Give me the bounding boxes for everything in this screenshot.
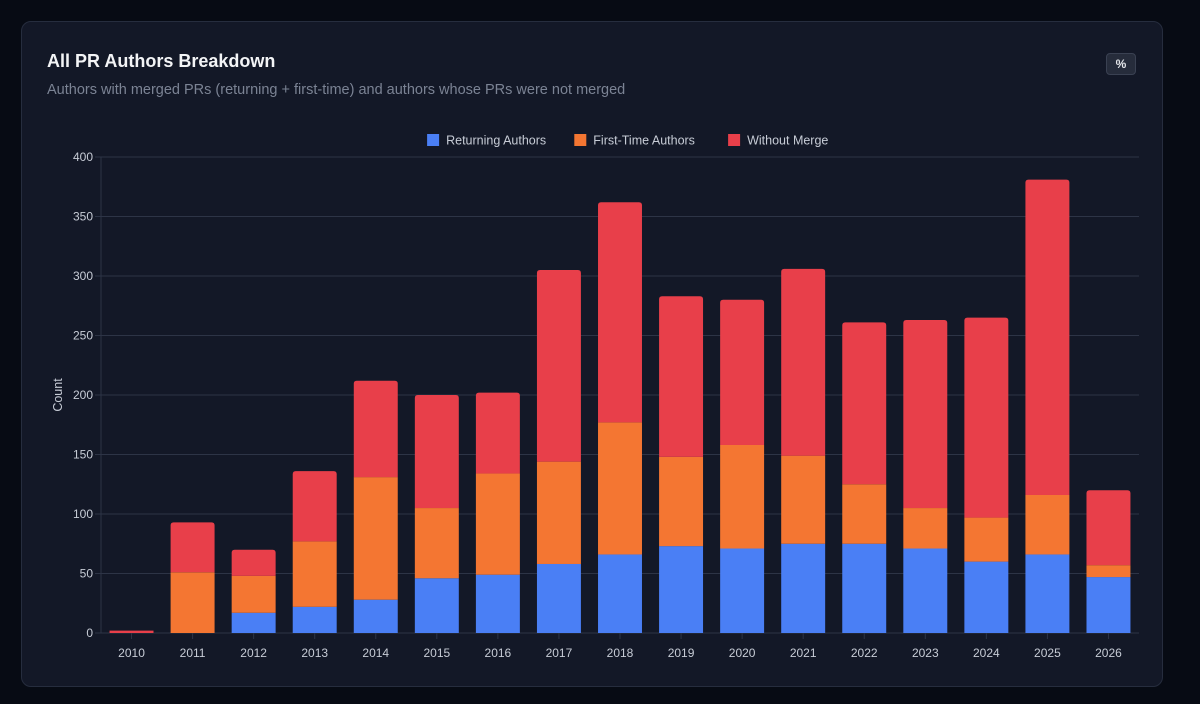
y-tick-label: 50 [80,567,94,581]
x-tick-label: 2022 [851,646,878,660]
bar-segment-first-time-authors-2024 [964,517,1009,562]
bar-segment-returning-authors-2018 [598,554,642,633]
bar-segment-without-merge-2025 [1025,179,1070,495]
legend-label-without-merge: Without Merge [747,134,828,148]
bar-segment-returning-authors-2016 [475,574,520,633]
bar-segment-first-time-authors-2013 [292,541,337,607]
x-tick-label: 2017 [546,646,573,660]
bar-segment-returning-authors-2020 [720,548,765,633]
bar-segment-first-time-authors-2016 [475,473,520,575]
bar-segment-without-merge-2026 [1086,490,1131,566]
legend-swatch-first-time-authors [574,134,587,146]
chart-subtitle: Authors with merged PRs (returning + fir… [47,82,626,98]
bar-segment-without-merge-2017 [536,270,581,462]
bar-segment-without-merge-2024 [964,317,1009,518]
bar-segment-without-merge-2020 [720,299,765,445]
bar-segment-without-merge-2015 [414,395,459,509]
y-tick-label: 350 [73,210,93,224]
bar-segment-without-merge-2023 [903,320,948,509]
y-tick-label: 100 [73,507,93,521]
bar-segment-without-merge-2022 [842,322,887,485]
bar-segment-without-merge-2013 [292,471,337,542]
bar-segment-without-merge-2018 [598,202,642,423]
bar-segment-returning-authors-2022 [842,543,887,633]
x-tick-label: 2014 [362,646,389,660]
legend-swatch-without-merge [728,134,741,146]
x-tick-label: 2018 [607,646,634,660]
bar-segment-first-time-authors-2014 [353,477,398,600]
x-tick-label: 2019 [668,646,695,660]
y-tick-label: 200 [73,388,93,402]
x-tick-label: 2011 [180,646,206,660]
bar-segment-without-merge-2010 [109,630,154,633]
legend-label-returning-authors: Returning Authors [446,134,546,148]
chart-title: All PR Authors Breakdown [47,51,276,71]
bar-segment-returning-authors-2019 [659,546,704,633]
x-tick-label: 2016 [485,646,512,660]
bar-segment-without-merge-2021 [781,268,826,456]
bar-segment-first-time-authors-2020 [720,444,765,549]
bar-segment-without-merge-2012 [231,549,276,576]
x-tick-label: 2024 [973,646,1000,660]
legend-label-first-time-authors: First-Time Authors [593,134,695,148]
bar-segment-first-time-authors-2021 [781,455,826,544]
x-tick-label: 2013 [301,646,328,660]
x-tick-label: 2020 [729,646,756,660]
bar-segment-without-merge-2016 [475,392,520,474]
bar-segment-returning-authors-2021 [781,543,826,633]
x-tick-label: 2012 [240,646,267,660]
bar-segment-first-time-authors-2026 [1086,565,1131,578]
bar-segment-returning-authors-2024 [964,561,1009,633]
legend-swatch-returning-authors [427,134,440,146]
bar-segment-returning-authors-2014 [353,599,398,633]
chart-card: All PR Authors Breakdown Authors with me… [21,21,1163,687]
bar-segment-first-time-authors-2015 [414,508,459,579]
y-tick-label: 150 [73,448,93,462]
y-tick-label: 0 [86,626,93,640]
y-tick-label: 400 [73,150,93,164]
bar-segment-without-merge-2019 [659,296,704,457]
bar-segment-returning-authors-2013 [292,606,337,633]
bar-segment-returning-authors-2026 [1086,577,1131,633]
bar-segment-returning-authors-2025 [1025,554,1070,633]
bar-segment-returning-authors-2015 [414,578,459,633]
bar-segment-first-time-authors-2023 [903,508,948,549]
x-tick-label: 2015 [423,646,450,660]
bar-segment-without-merge-2011 [170,522,215,573]
x-tick-label: 2025 [1034,646,1061,660]
x-tick-label: 2021 [790,646,817,660]
y-tick-label: 250 [73,329,93,343]
bar-segment-first-time-authors-2025 [1025,494,1070,555]
bar-segment-without-merge-2014 [353,380,398,478]
bar-segment-returning-authors-2012 [231,612,276,633]
bar-segment-returning-authors-2023 [903,548,948,633]
bar-segment-first-time-authors-2019 [659,456,704,547]
x-tick-label: 2023 [912,646,939,660]
x-tick-label: 2026 [1095,646,1122,660]
bar-segment-first-time-authors-2017 [536,461,581,564]
y-axis-title: Count [51,378,65,412]
y-tick-label: 300 [73,269,93,283]
x-tick-label: 2010 [118,646,145,660]
stacked-bar-chart: 0 50 100 150 200 250 300 350 400 Count 2010 2011 201… [51,134,1139,660]
bar-segment-first-time-authors-2011 [170,572,215,633]
bar-segment-returning-authors-2017 [536,563,581,633]
bar-segment-first-time-authors-2018 [598,422,642,555]
percent-toggle-button[interactable]: % [1106,53,1136,75]
bar-segment-first-time-authors-2012 [231,575,276,613]
bar-segment-first-time-authors-2022 [842,484,887,544]
